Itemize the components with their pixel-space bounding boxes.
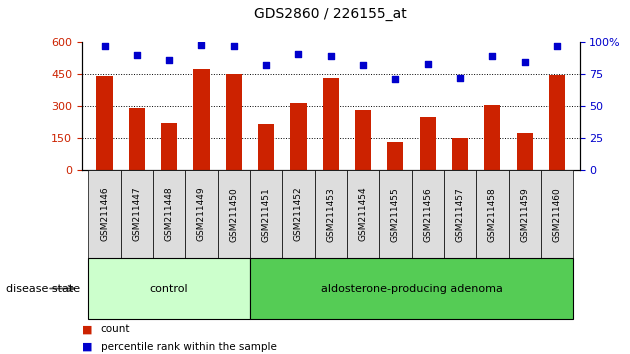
Text: GSM211449: GSM211449 — [197, 187, 206, 241]
Bar — [129, 108, 145, 170]
Bar — [161, 123, 177, 170]
Text: control: control — [150, 284, 188, 293]
Text: GSM211459: GSM211459 — [520, 187, 529, 241]
Text: GSM211447: GSM211447 — [132, 187, 141, 241]
Text: GSM211457: GSM211457 — [455, 187, 464, 241]
Text: GSM211453: GSM211453 — [326, 187, 335, 241]
Point — [552, 44, 562, 49]
Text: GSM211452: GSM211452 — [294, 187, 303, 241]
Text: count: count — [101, 324, 130, 334]
Point — [132, 52, 142, 58]
Bar — [549, 75, 565, 170]
Point — [100, 44, 110, 49]
Text: GSM211455: GSM211455 — [391, 187, 400, 241]
Text: ■: ■ — [82, 324, 93, 334]
Text: disease state: disease state — [6, 284, 81, 293]
Bar — [193, 69, 210, 170]
Bar — [290, 103, 307, 170]
Text: percentile rank within the sample: percentile rank within the sample — [101, 342, 277, 352]
Point — [261, 63, 271, 68]
Bar — [323, 78, 339, 170]
Point — [197, 42, 207, 48]
Point — [294, 51, 304, 57]
Text: GSM211451: GSM211451 — [261, 187, 271, 241]
Text: GSM211458: GSM211458 — [488, 187, 497, 241]
Text: GSM211446: GSM211446 — [100, 187, 109, 241]
Text: GSM211454: GSM211454 — [358, 187, 367, 241]
Text: GSM211450: GSM211450 — [229, 187, 238, 241]
Point — [520, 59, 530, 64]
Bar — [258, 124, 274, 170]
Point — [391, 76, 401, 82]
Point — [455, 75, 465, 81]
Point — [229, 44, 239, 49]
Bar — [517, 133, 533, 170]
Text: GSM211448: GSM211448 — [164, 187, 174, 241]
Point — [326, 54, 336, 59]
Text: GSM211460: GSM211460 — [553, 187, 561, 241]
Point — [164, 57, 175, 63]
Text: GDS2860 / 226155_at: GDS2860 / 226155_at — [255, 7, 407, 21]
Text: GSM211456: GSM211456 — [423, 187, 432, 241]
Bar — [355, 110, 371, 170]
Bar — [226, 74, 242, 170]
Bar — [420, 117, 436, 170]
Text: aldosterone-producing adenoma: aldosterone-producing adenoma — [321, 284, 503, 293]
Point — [358, 63, 368, 68]
Bar — [96, 76, 113, 170]
Point — [487, 54, 497, 59]
Bar — [387, 142, 403, 170]
Bar — [452, 138, 468, 170]
Text: ■: ■ — [82, 342, 93, 352]
Bar — [484, 105, 500, 170]
Point — [423, 61, 433, 67]
